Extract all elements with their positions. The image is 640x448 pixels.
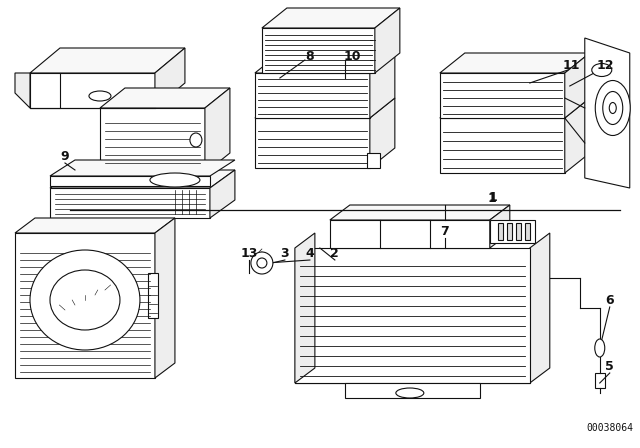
Polygon shape <box>367 153 380 168</box>
Ellipse shape <box>609 103 616 113</box>
Polygon shape <box>30 73 60 108</box>
Polygon shape <box>30 73 155 108</box>
Polygon shape <box>440 53 590 73</box>
Text: 12: 12 <box>597 59 614 72</box>
Polygon shape <box>148 273 158 318</box>
Polygon shape <box>330 220 490 248</box>
Polygon shape <box>262 8 400 28</box>
Polygon shape <box>498 223 503 240</box>
Polygon shape <box>345 383 480 398</box>
Polygon shape <box>375 8 400 73</box>
Polygon shape <box>262 28 375 73</box>
Text: 13: 13 <box>240 246 257 259</box>
Polygon shape <box>490 220 535 243</box>
Polygon shape <box>155 48 185 108</box>
Ellipse shape <box>190 133 202 147</box>
Polygon shape <box>15 233 155 378</box>
Polygon shape <box>295 248 530 383</box>
Polygon shape <box>440 118 564 173</box>
Text: 00038064: 00038064 <box>586 423 633 433</box>
Polygon shape <box>50 176 210 186</box>
Ellipse shape <box>592 64 612 77</box>
Text: 1: 1 <box>488 192 496 205</box>
Ellipse shape <box>251 252 273 274</box>
Polygon shape <box>155 170 200 180</box>
Text: 4: 4 <box>305 246 314 259</box>
Text: 1: 1 <box>488 191 497 204</box>
Polygon shape <box>330 205 510 220</box>
Polygon shape <box>525 223 530 240</box>
Polygon shape <box>50 170 235 188</box>
Polygon shape <box>205 88 230 173</box>
Text: 9: 9 <box>61 150 69 163</box>
Polygon shape <box>50 160 235 176</box>
Polygon shape <box>30 48 185 73</box>
Polygon shape <box>564 98 590 173</box>
Polygon shape <box>15 73 30 108</box>
Text: 3: 3 <box>280 246 289 259</box>
Polygon shape <box>255 118 370 168</box>
Ellipse shape <box>89 91 111 101</box>
Polygon shape <box>440 98 590 118</box>
Ellipse shape <box>30 250 140 350</box>
Polygon shape <box>255 98 395 118</box>
Polygon shape <box>370 53 395 118</box>
Polygon shape <box>530 233 550 383</box>
Polygon shape <box>50 188 210 218</box>
Polygon shape <box>255 73 370 118</box>
Polygon shape <box>370 98 395 168</box>
Ellipse shape <box>595 81 630 135</box>
Text: 8: 8 <box>305 49 314 63</box>
Ellipse shape <box>396 388 424 398</box>
Ellipse shape <box>603 91 623 125</box>
Polygon shape <box>490 205 510 248</box>
Polygon shape <box>516 223 521 240</box>
Polygon shape <box>100 108 205 173</box>
Polygon shape <box>15 218 175 233</box>
Text: 5: 5 <box>605 359 614 372</box>
Polygon shape <box>295 233 315 383</box>
Polygon shape <box>255 53 395 73</box>
Text: 7: 7 <box>440 224 449 237</box>
Text: 11: 11 <box>563 59 580 72</box>
Text: 6: 6 <box>605 293 614 306</box>
Polygon shape <box>595 373 605 388</box>
Ellipse shape <box>150 173 200 187</box>
Polygon shape <box>564 53 590 118</box>
Polygon shape <box>295 368 530 383</box>
Polygon shape <box>440 73 564 118</box>
Text: 10: 10 <box>343 49 360 63</box>
Polygon shape <box>585 38 630 188</box>
Ellipse shape <box>50 270 120 330</box>
Polygon shape <box>100 88 230 108</box>
Text: 2: 2 <box>330 246 339 259</box>
Ellipse shape <box>257 258 267 268</box>
Ellipse shape <box>595 339 605 357</box>
Polygon shape <box>210 170 235 218</box>
Polygon shape <box>155 218 175 378</box>
Polygon shape <box>507 223 512 240</box>
